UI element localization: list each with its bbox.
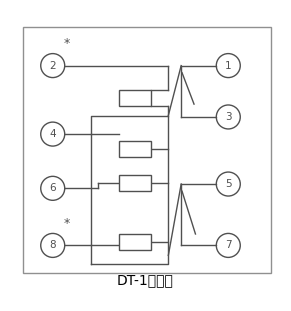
Text: 5: 5 — [225, 179, 232, 189]
Bar — [119, 234, 151, 250]
Bar — [119, 141, 151, 157]
Bar — [119, 175, 151, 191]
Text: *: * — [64, 37, 70, 50]
Text: 3: 3 — [225, 112, 232, 122]
Bar — [119, 90, 151, 105]
Text: *: * — [64, 217, 70, 230]
Text: 2: 2 — [49, 61, 56, 71]
Text: 8: 8 — [49, 240, 56, 250]
Text: 7: 7 — [225, 240, 232, 250]
Text: 4: 4 — [49, 129, 56, 139]
FancyBboxPatch shape — [23, 27, 271, 272]
Text: 1: 1 — [225, 61, 232, 71]
Text: 6: 6 — [49, 183, 56, 193]
Text: DT-1接线图: DT-1接线图 — [117, 273, 174, 287]
